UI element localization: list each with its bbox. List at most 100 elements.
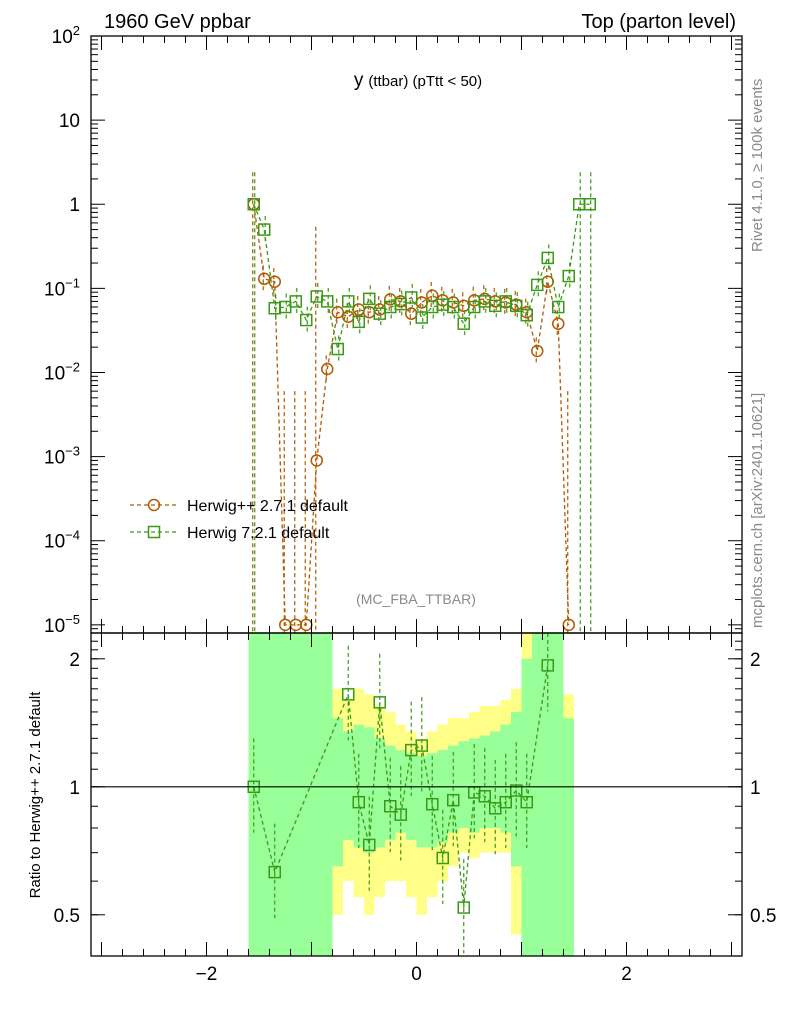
main-y-tick-base: 10 [59,111,80,132]
data-point-herwig7 [510,299,523,313]
ratio-band-green [259,633,270,956]
ratio-band-green [437,750,448,843]
ratio-data-point [363,838,376,852]
ratio-band-green [511,711,522,867]
main-y-tick-exponent: 2 [73,23,80,38]
ratio-band-green [353,724,364,848]
ratio-band-green [542,633,553,956]
ratio-band-green [322,633,333,956]
data-point-herwig7 [373,307,386,320]
ratio-band-green [311,633,322,956]
ratio-data-point [520,795,533,809]
ratio-data-point [342,688,355,701]
main-y-tick-base: 10 [44,616,65,637]
data-point-herwigpp [268,275,281,288]
data-point-herwig7 [520,308,533,322]
data-point-herwigpp [384,293,397,306]
main-y-tick-label: 10−5 [44,612,80,637]
ratio-band-green [458,741,469,829]
data-point-herwig7 [352,315,365,329]
ratio-band-green [332,718,343,867]
data-point-herwig7 [541,251,554,265]
plot-title-suffix: (ttbar) (pTtt < 50) [368,73,482,90]
ratio-band-green [385,745,396,840]
main-y-tick-base: 10 [44,532,65,553]
ratio-x-tick-label: 0 [411,964,422,985]
data-point-herwig7 [457,317,470,330]
ratio-data-point [510,784,523,797]
main-y-tick-label: 102 [52,23,80,48]
data-point-herwig7 [289,295,302,308]
ratio-uncertainty-bands [248,633,574,956]
ratio-band-green [416,756,427,848]
ratio-band-green [553,633,564,956]
ratio-data-point [436,851,449,865]
ratio-y-axis-label: Ratio to Herwig++ 2.7.1 default [27,691,44,899]
ratio-band-green [479,735,490,829]
ratio-y-tick-label-right: 2 [750,650,761,671]
ratio-data-point [541,659,554,672]
ratio-band-green [490,731,501,829]
ratio-y-tick-label-right: 0.5 [750,906,776,927]
series-line-herwig7 [253,203,590,350]
data-point-herwig7 [342,295,355,308]
main-y-tick-label: 10−1 [44,275,80,300]
ratio-data-point [373,696,386,709]
legend-label-herwigpp: Herwig++ 2.7.1 default [187,498,349,515]
ratio-band-green [290,633,301,956]
data-point-herwig7 [447,300,460,314]
main-y-tick-base: 10 [44,279,65,300]
data-point-herwig7 [394,297,407,311]
ratio-data-point [415,739,428,752]
ratio-y-tick-label-left: 2 [69,650,80,671]
data-point-herwigpp [321,362,334,376]
main-y-tick-label: 1 [69,195,80,216]
mcplots-source-label: mcplots.cern.ch [arXiv:2401.10621] [749,392,766,628]
ratio-band-green [269,633,280,956]
ratio-x-tick-label: −2 [196,964,218,985]
data-point-herwigpp [531,344,544,358]
ratio-data-point [394,808,407,821]
ratio-y-tick-label-right: 1 [750,778,761,799]
data-point-herwig7 [300,313,313,327]
header-left: 1960 GeV ppbar [104,11,251,33]
ratio-data-point [447,793,460,807]
data-point-herwigpp [310,454,323,467]
main-y-tick-base: 10 [52,27,73,48]
legend-marker-herwig7 [147,525,161,539]
main-panel-series [247,172,596,633]
ratio-data-point [426,797,439,811]
plot-title-variable: y [354,70,364,91]
data-point-herwigpp [426,289,439,302]
ratio-band-green [395,750,406,833]
analysis-watermark: (MC_FBA_TTBAR) [356,591,476,607]
ratio-band-green [563,718,574,956]
ratio-band-green [532,633,543,956]
ratio-band-green [469,738,480,833]
main-y-tick-label: 10−4 [44,528,80,553]
main-y-tick-base: 1 [69,195,80,216]
main-y-tick-label: 10−3 [44,444,80,469]
series-line-herwigpp [253,204,570,626]
ratio-y-tick-label-left: 1 [69,778,80,799]
ratio-y-tick-label-left: 0.5 [54,906,80,927]
main-y-tick-base: 10 [44,448,65,469]
main-y-tick-label: 10 [59,111,80,132]
ratio-band-green [280,633,291,956]
main-y-tick-label: 10−2 [44,359,80,384]
ratio-data-point [478,790,491,803]
data-point-herwig7 [426,300,439,314]
data-point-herwig7 [583,197,596,211]
data-point-herwig7 [415,311,428,324]
data-point-herwigpp [552,317,565,330]
ratio-data-point [457,901,470,914]
legend-label-herwig7: Herwig 7.2.1 default [187,525,330,542]
data-point-herwig7 [321,295,334,308]
main-y-tick-base: 10 [44,363,65,384]
ratio-data-point [499,795,512,809]
main-y-tick-exponent: −2 [65,359,80,374]
ratio-band-green [374,738,385,848]
ratio-data-point [384,800,397,813]
